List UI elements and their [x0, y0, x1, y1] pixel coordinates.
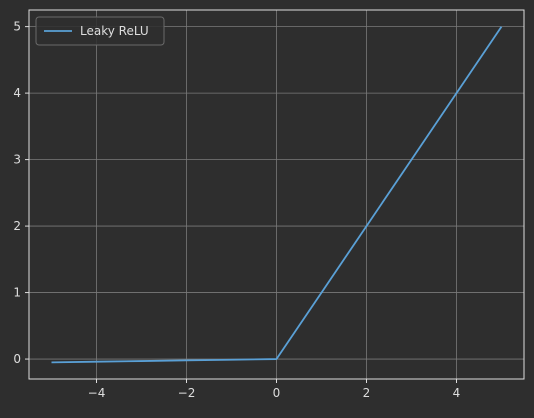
- y-tick-label-0: 0: [13, 352, 21, 366]
- series-layer: [51, 26, 503, 364]
- legend: Leaky ReLU: [35, 16, 165, 46]
- legend-label-0: Leaky ReLU: [80, 24, 149, 38]
- x-tick-label-3: 2: [363, 386, 371, 400]
- x-tick-label-0: −4: [88, 386, 106, 400]
- y-tick-label-4: 4: [13, 86, 21, 100]
- y-tick-label-5: 5: [13, 20, 21, 34]
- ticks: −4 −2 0 2 4 0 1 2 3 4 5: [13, 20, 460, 400]
- y-tick-label-1: 1: [13, 286, 21, 300]
- axes-frame: [28, 9, 525, 380]
- series-line-0: [51, 26, 503, 364]
- x-tick-label-2: 0: [273, 386, 281, 400]
- x-tick-label-4: 4: [453, 386, 461, 400]
- x-tick-label-1: −2: [178, 386, 196, 400]
- y-tick-label-3: 3: [13, 153, 21, 167]
- legend-box: [35, 16, 165, 46]
- y-tick-label-2: 2: [13, 219, 21, 233]
